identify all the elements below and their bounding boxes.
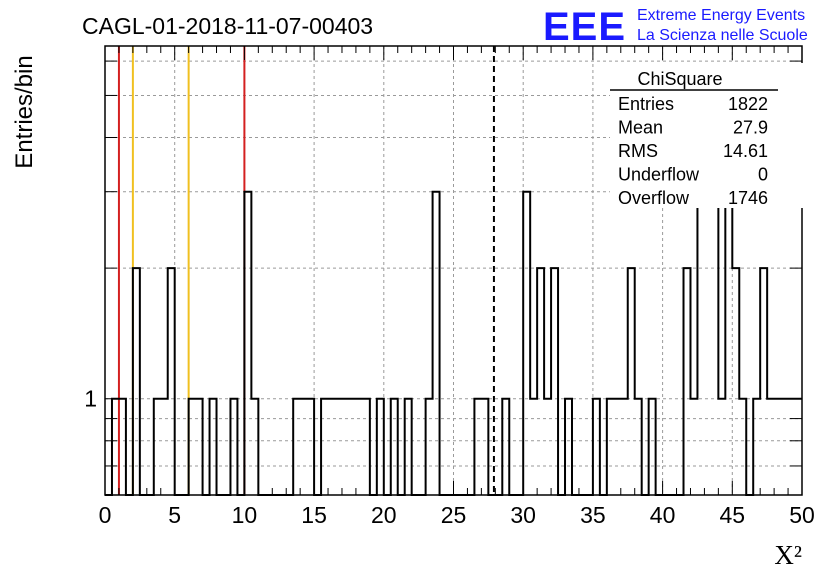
histogram-bin xyxy=(363,399,370,495)
histogram-bin xyxy=(335,399,342,495)
x-tick-label: 45 xyxy=(720,502,746,528)
eee-logo-line2: La Scienza nelle Scuole xyxy=(637,27,808,44)
histogram-bin xyxy=(781,399,788,495)
x-tick-label: 30 xyxy=(510,502,536,528)
histogram-bin xyxy=(293,399,300,495)
histogram-bin xyxy=(739,399,746,495)
y-axis-label: Entries/bin xyxy=(11,55,38,168)
histogram-bin xyxy=(697,192,704,495)
histogram-bin xyxy=(481,399,488,495)
stats-value: 0 xyxy=(758,165,768,185)
histogram-bin xyxy=(426,399,433,495)
histogram-bin xyxy=(502,399,509,495)
x-tick-label: 25 xyxy=(441,502,467,528)
histogram-bin xyxy=(230,399,237,495)
histogram-bin xyxy=(565,399,572,495)
y-tick-label: 1 xyxy=(84,386,97,412)
histogram-bin xyxy=(168,268,175,495)
histogram-bin xyxy=(328,399,335,495)
histogram-bin xyxy=(300,399,307,495)
stats-label: Entries xyxy=(618,94,674,114)
stats-label: Mean xyxy=(618,118,663,138)
histogram-bin xyxy=(614,399,621,495)
x-tick-label: 0 xyxy=(99,502,112,528)
x-tick-label: 15 xyxy=(301,502,327,528)
histogram-bin xyxy=(189,399,196,495)
chart-title: CAGL-01-2018-11-07-00403 xyxy=(82,13,373,39)
histogram-bin xyxy=(788,399,795,495)
histogram-bin xyxy=(795,399,802,495)
histogram-bin xyxy=(474,399,481,495)
grid xyxy=(105,46,802,496)
histogram-bin xyxy=(718,399,725,495)
x-tick-labels: 0 5 10 15 20 25 30 35 40 45 50 xyxy=(99,502,815,528)
stats-box: ChiSquare Entries 1822 Mean 27.9 RMS 14.61 Und… xyxy=(610,63,806,208)
stats-label: RMS xyxy=(618,141,658,161)
histogram-bin xyxy=(391,399,398,495)
histogram-bin xyxy=(342,399,349,495)
x-tick-label: 5 xyxy=(168,502,181,528)
x-tick-label: 40 xyxy=(650,502,676,528)
x-axis-label: X² xyxy=(774,540,802,570)
histogram-bin xyxy=(732,268,739,495)
eee-logo-mark: EEE xyxy=(543,5,626,49)
histogram-bin xyxy=(767,399,774,495)
histogram-bin xyxy=(321,399,328,495)
x-tick-label: 35 xyxy=(580,502,606,528)
stats-value: 14.61 xyxy=(723,141,768,161)
histogram-bin xyxy=(377,399,384,495)
histogram-bin xyxy=(154,399,161,495)
histogram-bin xyxy=(433,192,440,495)
stats-label: Overflow xyxy=(618,188,690,208)
eee-logo: EEE Extreme Energy Events La Scienza nel… xyxy=(543,5,808,49)
histogram-bin xyxy=(356,399,363,495)
histogram-bin xyxy=(635,399,642,495)
histogram-bin xyxy=(711,192,718,495)
histogram-bin xyxy=(537,268,544,495)
stats-value: 27.9 xyxy=(733,118,768,138)
histogram-bin xyxy=(551,268,558,495)
histogram-bin xyxy=(244,192,251,495)
eee-logo-line1: Extreme Energy Events xyxy=(637,7,805,24)
histogram-bin xyxy=(307,399,314,495)
histogram-bin xyxy=(593,399,600,495)
histogram-bin xyxy=(774,399,781,495)
histogram-bin xyxy=(349,399,356,495)
histogram-bin xyxy=(753,399,760,495)
stats-box-bg xyxy=(610,63,806,208)
histogram-bin xyxy=(530,399,537,495)
histogram-bin xyxy=(621,399,628,495)
histogram-bin xyxy=(196,399,203,495)
stats-label: Underflow xyxy=(618,165,700,185)
y-tick-labels: 1 xyxy=(84,386,97,412)
x-tick-label: 10 xyxy=(232,502,258,528)
x-tick-label: 20 xyxy=(371,502,397,528)
histogram-bin xyxy=(649,399,656,495)
histogram-bin xyxy=(607,399,614,495)
histogram-bin xyxy=(690,399,697,495)
histogram-bin xyxy=(251,399,258,495)
histogram-bin xyxy=(523,192,530,495)
histogram-bin xyxy=(628,268,635,495)
histogram-bin xyxy=(119,399,126,495)
stats-box-title: ChiSquare xyxy=(637,69,722,89)
x-tick-label: 50 xyxy=(789,502,815,528)
histogram-bin xyxy=(760,268,767,495)
stats-value: 1822 xyxy=(728,94,768,114)
histogram-bin xyxy=(544,399,551,495)
histogram-bin xyxy=(405,399,412,495)
histogram-bin xyxy=(725,192,732,495)
histogram-bin xyxy=(133,268,140,495)
histogram-bin xyxy=(161,399,168,495)
histogram-bin xyxy=(210,399,217,495)
histogram-bin xyxy=(112,399,119,495)
histogram-bin xyxy=(684,268,691,495)
stats-box-rows: Entries 1822 Mean 27.9 RMS 14.61 Underflow 0 Ove… xyxy=(618,94,768,208)
stats-value: 1746 xyxy=(728,188,768,208)
